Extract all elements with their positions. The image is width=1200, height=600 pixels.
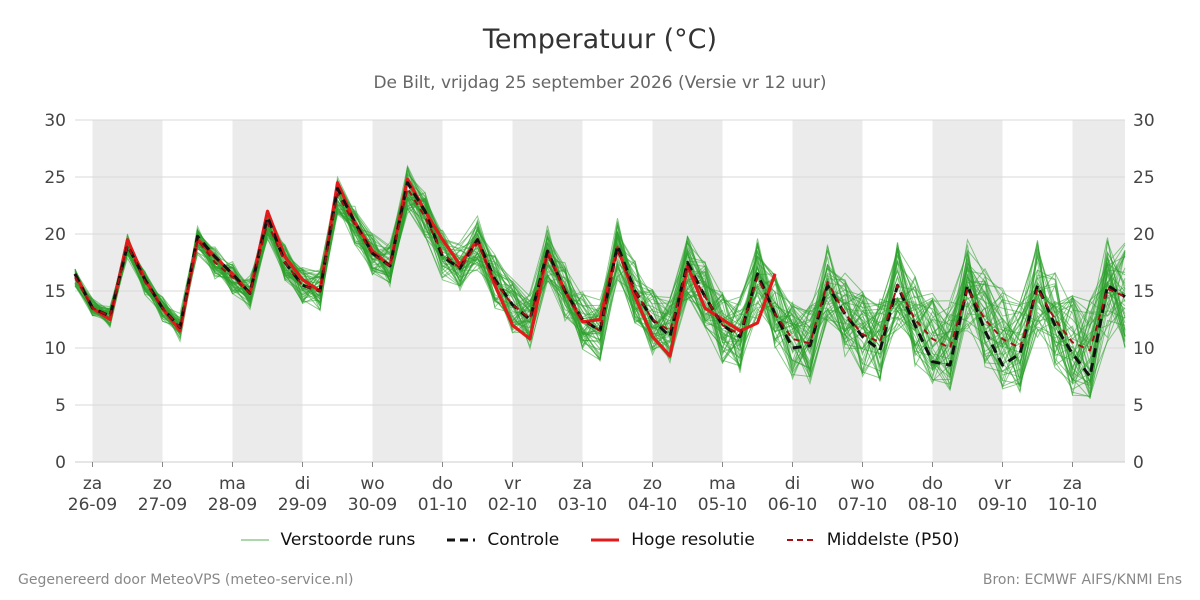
x-tick-day: zo <box>643 474 662 494</box>
legend-item-middelste: Middelste (P50) <box>786 530 960 550</box>
x-tick-day: vr <box>504 474 521 494</box>
x-tick-date: 01-10 <box>418 495 467 515</box>
legend: Verstoorde runs Controle Hoge resolutie … <box>0 530 1200 550</box>
y-tick-label-left: 25 <box>44 168 66 188</box>
y-tick-label-left: 0 <box>55 453 66 473</box>
y-tick-label-right: 15 <box>1133 282 1155 302</box>
y-axis-left: 0 5 10 15 20 25 30 <box>44 111 66 473</box>
footer-source: Bron: ECMWF AIFS/KNMI Ens <box>982 572 1182 588</box>
x-tick-date: 30-09 <box>348 495 397 515</box>
x-tick-date: 06-10 <box>768 495 817 515</box>
x-tick-day: do <box>432 474 453 494</box>
y-tick-label-right: 30 <box>1133 111 1155 131</box>
legend-label-controle: Controle <box>487 530 560 550</box>
y-tick-label-right: 10 <box>1133 339 1155 359</box>
x-tick-day: vr <box>994 474 1011 494</box>
footer-generator: Gegenereerd door MeteoVPS (meteo-service… <box>18 572 354 588</box>
member-run-line <box>74 172 1126 378</box>
y-tick-label-left: 5 <box>55 396 66 416</box>
chart-subtitle: De Bilt, vrijdag 25 september 2026 (Vers… <box>373 73 827 93</box>
x-tick-day: zo <box>153 474 172 494</box>
x-tick-date: 10-10 <box>1048 495 1097 515</box>
y-tick-label-left: 10 <box>44 339 66 359</box>
y-tick-label-left: 15 <box>44 282 66 302</box>
x-tick-date: 29-09 <box>278 495 327 515</box>
x-tick-date: 07-10 <box>838 495 887 515</box>
x-tick-date: 02-10 <box>488 495 537 515</box>
y-tick-label-right: 5 <box>1133 396 1144 416</box>
x-axis: za26-09zo27-09ma28-09di29-09wo30-09do01-… <box>68 462 1097 515</box>
legend-label-middelste: Middelste (P50) <box>826 530 960 550</box>
y-axis-right: 0 5 10 15 20 25 30 <box>1133 111 1155 473</box>
x-tick-date: 28-09 <box>208 495 257 515</box>
x-tick-date: 03-10 <box>558 495 607 515</box>
legend-item-hoge-resolutie: Hoge resolutie <box>591 530 755 550</box>
legend-swatch-middelste <box>786 539 815 541</box>
x-tick-day: za <box>573 474 592 494</box>
x-tick-day: di <box>295 474 311 494</box>
x-tick-day: di <box>785 474 801 494</box>
x-tick-day: za <box>1063 474 1082 494</box>
y-tick-label-right: 0 <box>1133 453 1144 473</box>
member-run-line <box>74 196 1126 378</box>
legend-label-members: Verstoorde runs <box>280 530 416 550</box>
y-tick-label-left: 20 <box>44 225 66 245</box>
x-tick-day: wo <box>850 474 874 494</box>
legend-swatch-hoge-resolutie <box>591 538 620 542</box>
legend-swatch-members <box>240 539 269 541</box>
y-tick-label-right: 20 <box>1133 225 1155 245</box>
main-series <box>73 177 1126 378</box>
legend-swatch-controle <box>447 538 476 542</box>
x-tick-day: za <box>83 474 102 494</box>
x-tick-date: 08-10 <box>908 495 957 515</box>
middelste-line <box>74 187 1126 352</box>
gridlines <box>75 119 1125 463</box>
legend-label-hoge-resolutie: Hoge resolutie <box>631 530 755 550</box>
x-tick-day: ma <box>709 474 736 494</box>
legend-item-controle: Controle <box>447 530 559 550</box>
x-tick-day: ma <box>219 474 246 494</box>
x-tick-date: 05-10 <box>698 495 747 515</box>
y-tick-label-left: 30 <box>44 111 66 131</box>
chart-title: Temperatuur (°C) <box>482 24 718 55</box>
x-tick-date: 27-09 <box>138 495 187 515</box>
x-tick-day: do <box>922 474 943 494</box>
x-tick-date: 04-10 <box>628 495 677 515</box>
legend-item-members: Verstoorde runs <box>240 530 416 550</box>
x-tick-day: wo <box>360 474 384 494</box>
y-tick-label-right: 25 <box>1133 168 1155 188</box>
x-tick-date: 26-09 <box>68 495 117 515</box>
x-tick-date: 09-10 <box>978 495 1027 515</box>
